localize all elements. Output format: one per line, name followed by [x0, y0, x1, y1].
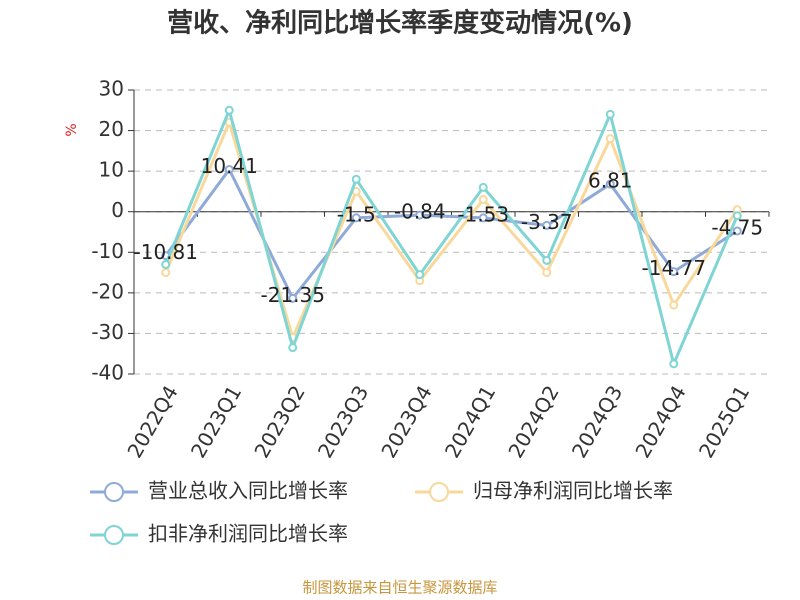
data-label: -1.53 — [457, 202, 509, 226]
legend-label: 扣非净利润同比增长率 — [148, 522, 348, 546]
point — [732, 226, 742, 236]
data-label: -10.81 — [134, 240, 198, 264]
point — [478, 182, 488, 192]
point — [478, 195, 488, 205]
point — [732, 211, 742, 221]
x-tick-label: 2025Q1 — [694, 381, 754, 462]
point — [669, 300, 679, 310]
legend-item: 扣非净利润同比增长率 — [90, 522, 348, 546]
point — [605, 109, 615, 119]
point — [669, 359, 679, 369]
point — [415, 210, 425, 220]
point — [224, 105, 234, 115]
point — [161, 268, 171, 278]
y-tick-label: -40 — [91, 361, 124, 385]
source: 制图数据来自恒生聚源数据库 — [302, 579, 497, 597]
x-tick-label: 2024Q1 — [440, 381, 500, 462]
data-label: 6.81 — [588, 169, 633, 193]
point — [415, 270, 425, 280]
legend-item: 归母净利润同比增长率 — [415, 479, 673, 503]
chart-title: 营收、净利同比增长率季度变动情况(%) — [167, 8, 633, 39]
legend-marker — [429, 482, 449, 502]
point — [542, 268, 552, 278]
legend-marker — [104, 525, 124, 545]
y-tick-label: 0 — [111, 198, 124, 222]
y-tick-label: -10 — [91, 239, 124, 263]
y-tick-label: -30 — [91, 320, 124, 344]
data-label: -21.35 — [261, 283, 325, 307]
legend-item: 营业总收入同比增长率 — [90, 479, 348, 503]
point — [161, 259, 171, 269]
x-tick-label: 2024Q2 — [503, 381, 563, 462]
point — [542, 220, 552, 230]
point — [288, 343, 298, 353]
data-label: -4.75 — [711, 215, 763, 239]
x-tick-label: 2023Q3 — [313, 381, 373, 462]
point — [478, 213, 488, 223]
y-axis-label: % — [64, 123, 80, 136]
y-tick-label: 10 — [99, 158, 124, 182]
point — [542, 255, 552, 265]
data-label: -14.77 — [642, 256, 706, 280]
data-label: 10.41 — [201, 154, 258, 178]
y-tick-label: 20 — [99, 117, 124, 141]
point — [605, 134, 615, 144]
legend-label: 营业总收入同比增长率 — [148, 479, 348, 503]
x-tick-label: 2023Q1 — [186, 381, 246, 462]
x-tick-label: 2024Q3 — [567, 381, 627, 462]
point — [351, 213, 361, 223]
point — [351, 174, 361, 184]
point — [605, 179, 615, 189]
y-tick-label: -20 — [91, 279, 124, 303]
x-tick-label: 2023Q4 — [376, 381, 436, 462]
series-line — [164, 105, 739, 369]
x-tick-label: 2023Q2 — [249, 381, 309, 462]
point — [224, 164, 234, 174]
x-tick-label: 2022Q4 — [122, 381, 182, 462]
data-label: -0.84 — [394, 200, 446, 224]
legend-marker — [104, 482, 124, 502]
y-tick-label: 30 — [99, 77, 124, 101]
data-label: -1.5 — [337, 202, 376, 226]
x-tick-label: 2024Q4 — [630, 381, 690, 462]
data-label: -3.37 — [521, 210, 573, 234]
point — [669, 267, 679, 277]
legend-label: 归母净利润同比增长率 — [473, 479, 673, 503]
point — [288, 293, 298, 303]
